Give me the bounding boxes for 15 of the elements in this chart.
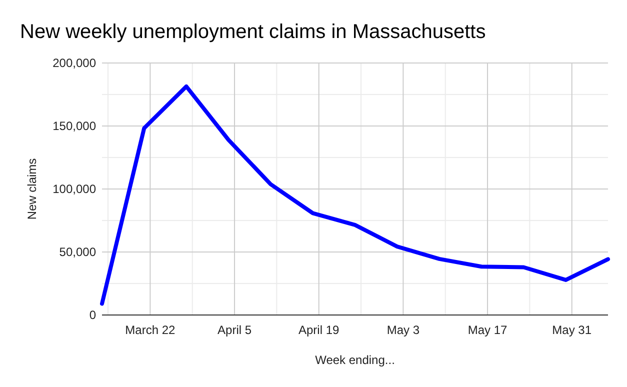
x-tick-label: May 3 xyxy=(386,323,420,337)
y-tick-label: 50,000 xyxy=(59,245,96,259)
x-tick-label: May 17 xyxy=(468,323,508,337)
x-tick-label: March 22 xyxy=(125,323,176,337)
y-tick-label: 200,000 xyxy=(52,56,96,70)
y-tick-label: 100,000 xyxy=(52,182,96,196)
line-series xyxy=(100,84,610,306)
x-tick-label: April 5 xyxy=(218,323,252,337)
y-tick-label: 150,000 xyxy=(52,119,96,133)
chart-title: New weekly unemployment claims in Massachusetts xyxy=(20,21,486,43)
x-tick-label: May 31 xyxy=(552,323,592,337)
x-tick-label: April 19 xyxy=(298,323,340,337)
y-axis-title: New claims xyxy=(25,158,39,220)
x-axis-title: Week ending... xyxy=(315,353,395,367)
y-tick-label: 0 xyxy=(89,308,96,322)
